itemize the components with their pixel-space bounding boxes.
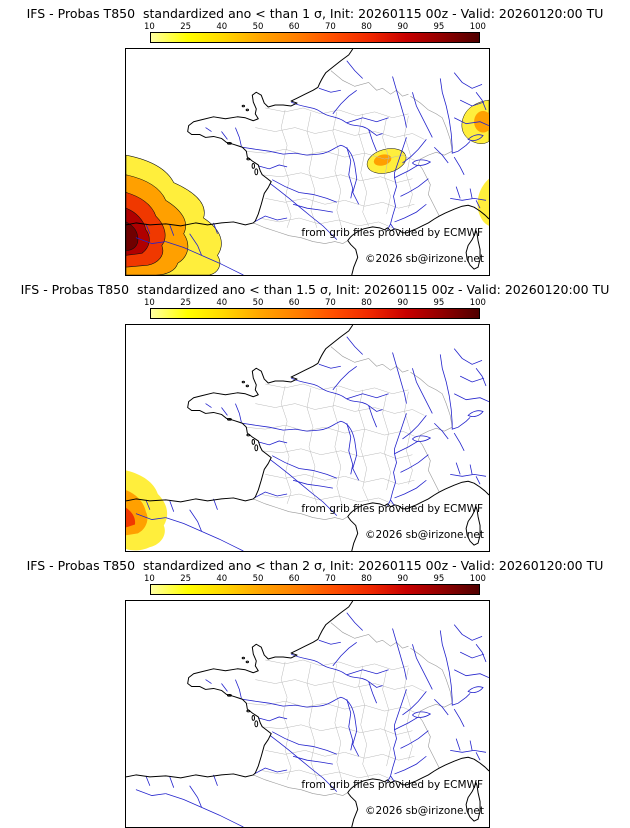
colorbar-1-gradient	[150, 32, 480, 43]
colorbar-tick: 70	[324, 574, 336, 584]
panel-3-title: IFS - Probas T850 standardized ano < tha…	[26, 558, 604, 573]
copyright-text: ©2026 sb@irizone.net	[365, 253, 484, 265]
colorbar-3-ticks: 10 25 40 50 60 70 80 90 95 100	[144, 574, 486, 584]
colorbar-tick: 90	[397, 22, 409, 32]
attribution-text: from grib files provided by ECMWF	[301, 503, 483, 515]
colorbar-tick: 70	[324, 298, 336, 308]
map-panel-2: from grib files provided by ECMWF ©2026 …	[125, 324, 490, 552]
colorbar-tick: 40	[216, 574, 228, 584]
map-3-svg	[126, 601, 489, 827]
map-2-svg	[126, 325, 489, 551]
colorbar-tick: 95	[433, 298, 445, 308]
colorbar-3: 10 25 40 50 60 70 80 90 95 100	[144, 574, 486, 595]
colorbar-tick: 60	[288, 574, 300, 584]
colorbar-tick: 40	[216, 22, 228, 32]
panel-2-title: IFS - Probas T850 standardized ano < tha…	[20, 282, 610, 297]
panel-2: IFS - Probas T850 standardized ano < tha…	[0, 276, 630, 552]
probability-field-2	[126, 470, 168, 551]
map-1-svg	[126, 49, 489, 275]
colorbar-tick: 95	[433, 574, 445, 584]
colorbar-tick: 95	[433, 22, 445, 32]
colorbar-tick: 90	[397, 298, 409, 308]
colorbar-3-gradient	[150, 584, 480, 595]
colorbar-tick: 25	[180, 298, 192, 308]
colorbar-tick: 100	[469, 298, 486, 308]
colorbar-tick: 50	[252, 298, 264, 308]
colorbar-tick: 70	[324, 22, 336, 32]
colorbar-tick: 90	[397, 574, 409, 584]
colorbar-tick: 100	[469, 574, 486, 584]
map-panel-3: from grib files provided by ECMWF ©2026 …	[125, 600, 490, 828]
colorbar-tick: 80	[361, 574, 372, 584]
colorbar-tick: 40	[216, 298, 228, 308]
colorbar-tick: 10	[144, 574, 155, 584]
colorbar-2-ticks: 10 25 40 50 60 70 80 90 95 100	[144, 298, 486, 308]
colorbar-tick: 100	[469, 22, 486, 32]
panel-3: IFS - Probas T850 standardized ano < tha…	[0, 552, 630, 828]
colorbar-tick: 60	[288, 22, 300, 32]
colorbar-2: 10 25 40 50 60 70 80 90 95 100	[144, 298, 486, 319]
copyright-text: ©2026 sb@irizone.net	[365, 529, 484, 541]
attribution-text: from grib files provided by ECMWF	[301, 227, 483, 239]
colorbar-tick: 50	[252, 22, 264, 32]
colorbar-tick: 25	[180, 574, 192, 584]
colorbar-tick: 80	[361, 22, 372, 32]
colorbar-1: 10 25 40 50 60 70 80 90 95 100	[144, 22, 486, 43]
panel-1-title: IFS - Probas T850 standardized ano < tha…	[26, 6, 604, 21]
probability-field-1	[126, 99, 489, 275]
panel-1: IFS - Probas T850 standardized ano < tha…	[0, 0, 630, 276]
colorbar-tick: 10	[144, 298, 155, 308]
colorbar-tick: 10	[144, 22, 155, 32]
colorbar-tick: 60	[288, 298, 300, 308]
colorbar-tick: 80	[361, 298, 372, 308]
colorbar-tick: 50	[252, 574, 264, 584]
colorbar-1-ticks: 10 25 40 50 60 70 80 90 95 100	[144, 22, 486, 32]
colorbar-tick: 25	[180, 22, 192, 32]
colorbar-2-gradient	[150, 308, 480, 319]
attribution-text: from grib files provided by ECMWF	[301, 779, 483, 791]
copyright-text: ©2026 sb@irizone.net	[365, 805, 484, 817]
map-panel-1: from grib files provided by ECMWF ©2026 …	[125, 48, 490, 276]
